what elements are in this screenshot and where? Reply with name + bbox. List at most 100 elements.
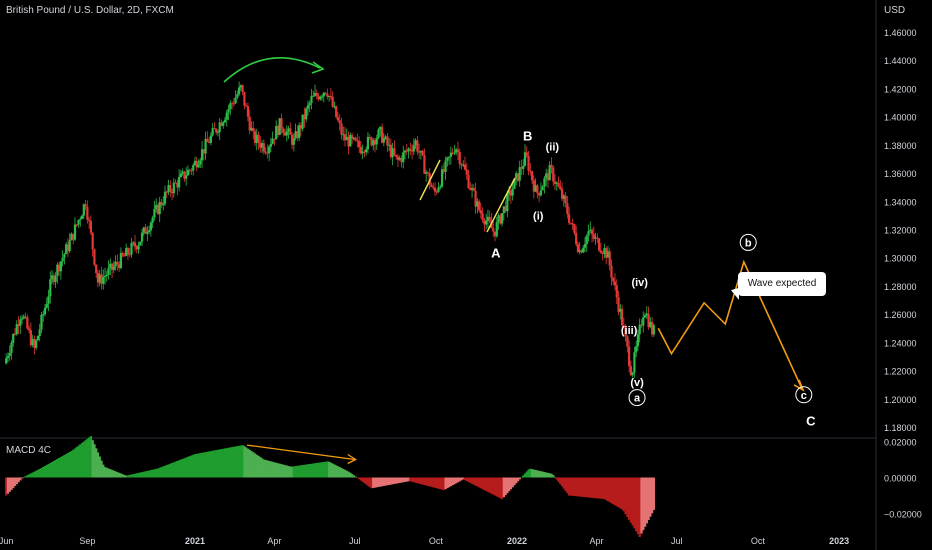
candle-body (405, 150, 408, 152)
candle-body (50, 275, 54, 280)
wave-label: C (806, 414, 816, 429)
macd-bar (469, 477, 472, 483)
macd-bar (174, 461, 177, 478)
candle-body (426, 172, 430, 174)
candle-body (336, 117, 340, 121)
candle-body (499, 215, 502, 224)
candle-body (368, 136, 371, 138)
candle-body (615, 285, 618, 298)
candle-body (598, 238, 601, 251)
macd-bar (451, 477, 454, 486)
macd-bar (320, 462, 324, 478)
macd-bar (93, 444, 96, 478)
macd-bar (628, 477, 631, 520)
macd-bar (511, 477, 514, 488)
candle-body (435, 191, 438, 193)
macd-bar (89, 436, 93, 478)
candle-body (158, 201, 161, 215)
macd-bar (282, 464, 285, 478)
candle-body (379, 126, 382, 130)
macd-bar (370, 477, 373, 489)
candle-body (606, 251, 610, 258)
macd-bar (133, 473, 137, 478)
macd-bar (56, 459, 59, 478)
candle-body (65, 244, 68, 254)
macd-bar (163, 465, 167, 478)
candle-body (508, 190, 511, 194)
candle-body (103, 275, 107, 277)
candle-body (135, 246, 138, 250)
candle-body (488, 216, 491, 222)
macd-bar (393, 477, 396, 484)
macd-bar (449, 477, 453, 487)
macd-bar (112, 470, 116, 478)
macd-bar (515, 477, 518, 484)
candle-body (608, 251, 611, 266)
candle-body (504, 206, 507, 212)
candle-body (522, 165, 525, 169)
price-tick-label: 1.22000 (884, 367, 917, 377)
macd-bar (35, 470, 38, 478)
price-grid (0, 0, 877, 550)
candle-body (643, 315, 647, 318)
macd-bar (167, 464, 170, 478)
candle-body (197, 164, 200, 168)
candle-body (532, 180, 535, 192)
time-tick-label: Jul (671, 536, 683, 546)
time-axis[interactable]: Jun Sep 2021 Apr Jul Oct 2022 Apr Jul Oct 2023 (0, 536, 849, 546)
candle-body (382, 138, 385, 143)
macd-bar (125, 475, 128, 478)
candle-body (479, 210, 482, 214)
time-tick-label: Apr (267, 536, 281, 546)
macd-bar (536, 470, 539, 478)
candle-body (320, 96, 324, 98)
arc-arrowhead (311, 61, 325, 74)
macd-bar (192, 454, 195, 478)
macd-bar (15, 477, 18, 485)
macd-bar (42, 467, 45, 478)
candle-body (292, 138, 295, 145)
macd-bar (33, 471, 36, 478)
macd-bar (206, 451, 209, 478)
candle-body (642, 317, 645, 326)
candle-body (416, 140, 419, 152)
candle-body (628, 346, 631, 367)
macd-bar (400, 477, 403, 483)
macd-bar (140, 472, 144, 478)
candle-body (361, 151, 364, 154)
macd-bar (365, 477, 368, 485)
macd-bar (296, 465, 299, 478)
candle-body (79, 219, 82, 221)
candle-body (80, 215, 84, 220)
candle-body (223, 119, 227, 123)
macd-bar (283, 465, 287, 478)
candle-body (220, 122, 223, 126)
candle-body (271, 138, 274, 144)
macd-bar (626, 477, 629, 518)
candle-body (624, 327, 627, 337)
candle-body (377, 129, 380, 139)
macd-bar (315, 462, 318, 478)
macd-bar (361, 477, 364, 482)
candle-body (375, 138, 378, 145)
candle-body (538, 193, 541, 196)
macd-bar (465, 477, 468, 482)
candle-body (352, 137, 355, 139)
candle-body (338, 120, 341, 124)
candle-body (269, 143, 272, 147)
wave-label: b (745, 237, 752, 249)
macd-bar (455, 477, 458, 484)
candle-body (114, 261, 117, 267)
candle-body (56, 264, 59, 276)
macd-bar (98, 456, 101, 478)
candle-body (215, 128, 218, 133)
candle-body (576, 244, 580, 252)
macd-bar (516, 477, 520, 482)
price-axis[interactable]: 1.46000 1.44000 1.42000 1.40000 1.38000 1.360… (884, 28, 917, 433)
candle-body (626, 336, 629, 347)
candle-body (289, 128, 292, 135)
macd-bar (109, 469, 112, 478)
macd-axis[interactable]: 0.02000 0.00000 −0.02000 (884, 438, 922, 520)
time-tick-label: 2021 (185, 536, 205, 546)
